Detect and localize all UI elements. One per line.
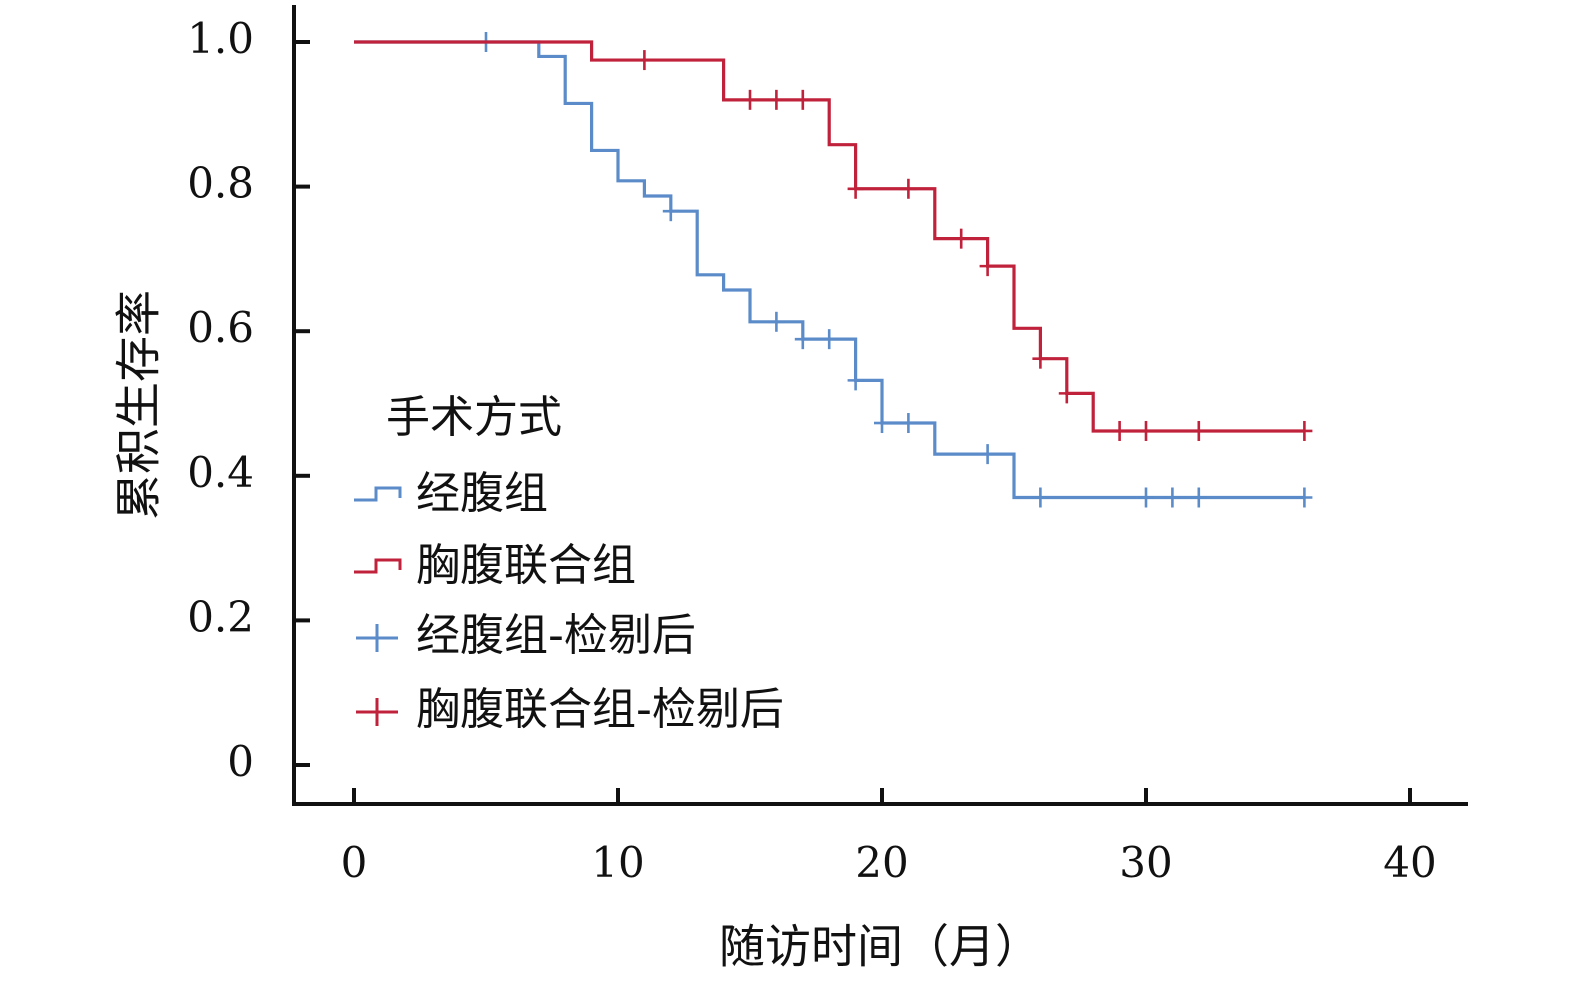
series-line-1 xyxy=(354,40,1305,433)
legend-label: 胸腹联合组 xyxy=(416,540,636,591)
y-tick-label: 0.2 xyxy=(187,592,254,641)
x-axis-label: 随访时间（月） xyxy=(719,920,1041,974)
x-tick-label: 10 xyxy=(591,838,644,887)
legend-label: 经腹组 xyxy=(416,468,548,519)
y-tick-label: 0.8 xyxy=(187,159,254,208)
legend-title: 手术方式 xyxy=(386,392,562,443)
series-line-0 xyxy=(354,40,1305,500)
series-layer xyxy=(354,32,1313,508)
x-tick-label: 40 xyxy=(1383,838,1436,887)
y-axis-label: 累积生存率 xyxy=(112,290,166,520)
axes: 0 0.2 0.4 0.6 0.8 1.0 0 10 20 30 40 xyxy=(187,5,1468,887)
legend-label: 经腹组-检剔后 xyxy=(416,610,696,661)
x-tick-label: 30 xyxy=(1119,838,1172,887)
legend-step-swatch xyxy=(354,486,402,502)
y-tick-label: 0 xyxy=(227,737,254,786)
y-tick-label: 1.0 xyxy=(187,14,254,63)
x-tick-label: 20 xyxy=(855,838,908,887)
x-tick-label: 0 xyxy=(341,838,368,887)
y-tick-label: 0.6 xyxy=(187,303,254,352)
y-tick-label: 0.4 xyxy=(187,448,254,497)
legend-label: 胸腹联合组-检剔后 xyxy=(416,684,784,735)
legend-step-swatch xyxy=(354,558,402,574)
